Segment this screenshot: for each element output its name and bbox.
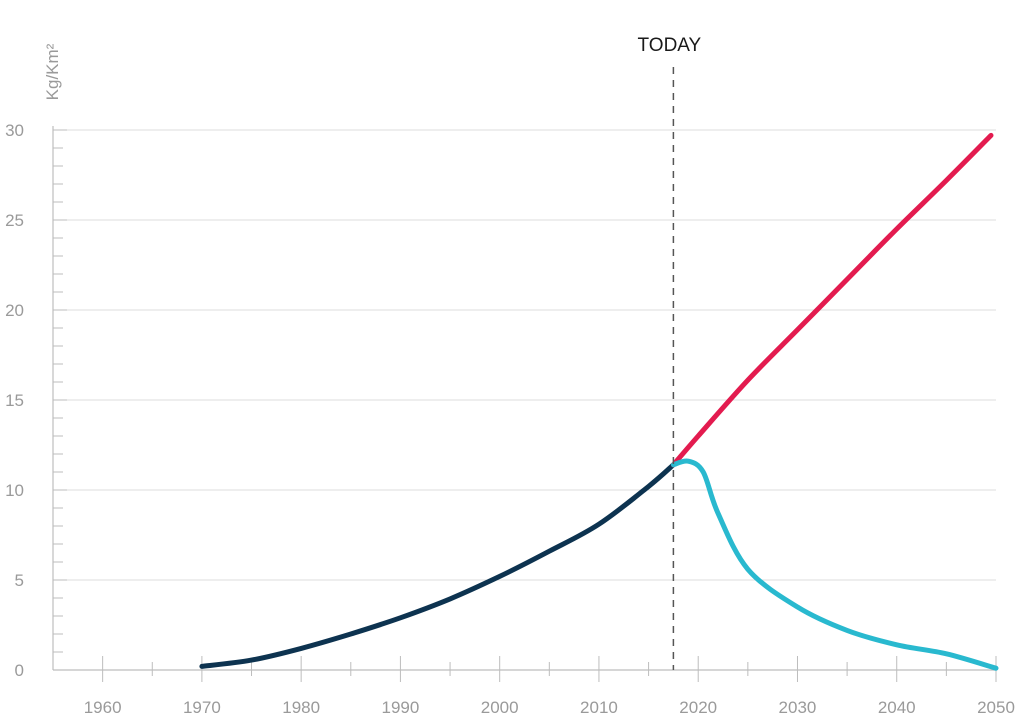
- grid-layer: [53, 129, 996, 581]
- y-axis-label: Kg/Km²: [43, 43, 62, 100]
- y-tick-label: 30: [5, 121, 24, 140]
- y-tick-label: 20: [5, 301, 24, 320]
- x-tick-label: 2000: [481, 698, 519, 717]
- x-tick-label: 1970: [183, 698, 221, 717]
- y-tick-label: 10: [5, 481, 24, 500]
- today-label: TODAY: [638, 35, 702, 56]
- x-tick-label: 1960: [84, 698, 122, 717]
- series-layer: [199, 132, 999, 671]
- x-tick-label: 1980: [282, 698, 320, 717]
- y-tick-label: 25: [5, 211, 24, 230]
- series-projection-rising-line: [670, 132, 994, 468]
- x-tick-label: 2050: [977, 698, 1015, 717]
- y-tick-label: 5: [15, 571, 24, 590]
- y-tick-label: 15: [5, 391, 24, 410]
- x-tick-label: 2010: [580, 698, 618, 717]
- series-historical-line: [199, 462, 676, 669]
- series-projection-declining-line: [670, 458, 999, 671]
- x-tick-label: 2030: [779, 698, 817, 717]
- y-tick-label: 0: [15, 661, 24, 680]
- x-tick-label: 2020: [679, 698, 717, 717]
- annotation-layer: TODAY: [638, 35, 702, 670]
- axis-layer: 0 5 10 15 20 25 30 1960 1970 1980 1990 2000 2010 2020…: [5, 121, 1015, 717]
- x-tick-label: 1990: [382, 698, 420, 717]
- x-tick-label: 2040: [878, 698, 916, 717]
